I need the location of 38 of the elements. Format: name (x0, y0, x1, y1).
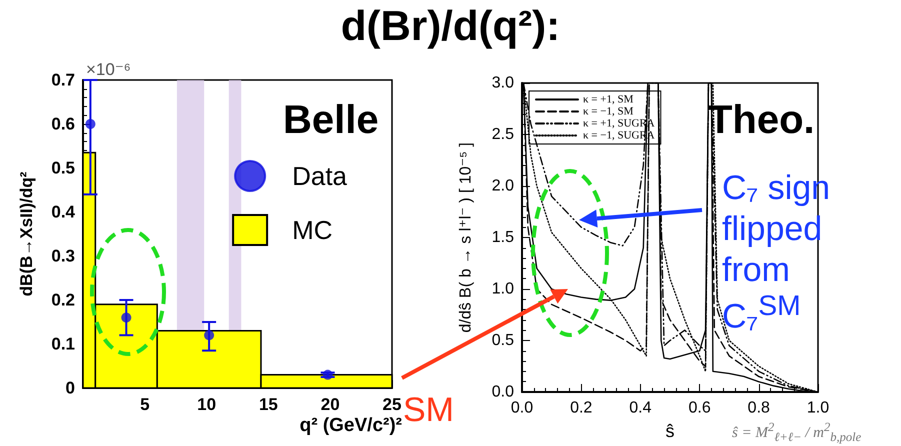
y-tick-label: 0.1 (51, 334, 75, 354)
legend-label: κ = +1, SM (583, 94, 634, 106)
y-tick-label: 0.5 (51, 158, 75, 178)
x-tick-label: 5 (140, 395, 150, 414)
legend-label: MC (292, 215, 333, 245)
text: ×10⁻⁶ (86, 60, 131, 80)
y-axis-title: dB(B→XsII)/dq² (17, 171, 36, 296)
y-tick-label: 3.0 (492, 74, 514, 92)
y-tick-label: 0.4 (51, 202, 76, 222)
y-tick-label: 0.3 (51, 246, 75, 266)
text: SM (403, 390, 454, 431)
x-tick-label: 25 (382, 395, 402, 414)
x-tick-label: 0.6 (688, 400, 711, 416)
annotation: Belle (283, 97, 379, 144)
y-tick-label: 2.5 (492, 126, 514, 143)
x-tick-label: 10 (197, 395, 216, 414)
legend-label: Data (292, 161, 348, 191)
y-tick-label: 1.5 (492, 229, 514, 246)
x-tick-label: 1.0 (806, 400, 830, 416)
y-tick-label: 0.2 (51, 290, 75, 310)
y-tick-label: 0.5 (492, 332, 514, 349)
x-axis-title: q² (GeV/c²)² (300, 415, 402, 436)
y-tick-label: 1.0 (492, 280, 514, 298)
x-tick-label: 0.4 (629, 400, 652, 416)
x-axis-title: ŝ (666, 421, 674, 441)
x-tick-label: 20 (320, 395, 340, 414)
chart-title: d(Br)/d(q²): (340, 2, 562, 50)
y-tick-label: 0.6 (51, 114, 75, 134)
x-tick-label: 0.8 (748, 400, 770, 416)
y-tick-label: 0.0 (492, 384, 514, 400)
x-tick-label: 0.2 (570, 400, 592, 416)
x-tick-label: 15 (258, 395, 278, 414)
y-axis-title: d/dŝ B( b → s l⁺l⁻ ) [ 10⁻⁵ ] (458, 142, 474, 333)
y-tick-label: 2.0 (492, 178, 514, 194)
legend-label: κ = −1, SM (583, 106, 634, 118)
x-tick-label: 0.0 (510, 400, 534, 416)
y-tick-label: 0.7 (51, 70, 75, 90)
y-tick-label: 0 (66, 378, 75, 398)
